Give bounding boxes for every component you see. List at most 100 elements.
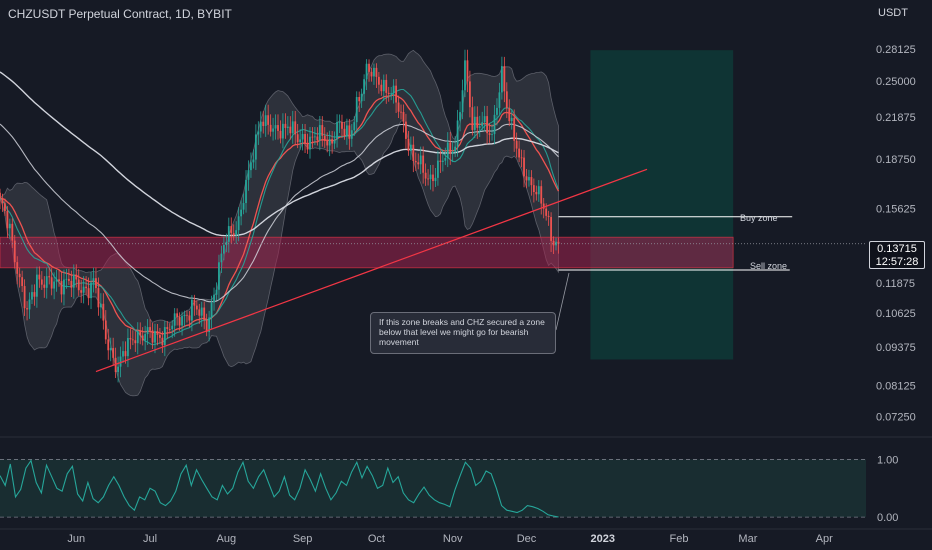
candle — [358, 91, 361, 112]
candle-body — [412, 144, 415, 162]
candle-body — [304, 134, 306, 144]
candle-body — [331, 139, 334, 144]
candle-body — [296, 134, 299, 143]
candle-body — [235, 230, 238, 236]
sell-zone-label: Sell zone — [750, 261, 788, 271]
candle-body — [176, 313, 179, 318]
candle-body — [178, 317, 181, 326]
candle — [432, 164, 434, 192]
candle-body — [131, 339, 134, 341]
candle — [318, 115, 321, 151]
candle-body — [154, 331, 156, 343]
candle — [72, 264, 75, 299]
annotation-note[interactable]: If this zone breaks and CHZ secured a zo… — [370, 312, 556, 354]
candle-body — [353, 122, 356, 131]
candle-body — [323, 135, 326, 141]
candle — [355, 91, 358, 133]
candle-body — [264, 115, 267, 126]
candle-body — [218, 262, 220, 290]
candle — [311, 127, 314, 148]
candle-body — [274, 125, 277, 129]
candle-body — [464, 60, 466, 91]
candle-body — [500, 66, 503, 93]
candle — [269, 114, 272, 137]
candle — [242, 193, 245, 215]
candle — [294, 110, 297, 145]
candle-body — [299, 139, 302, 143]
candle-body — [11, 223, 14, 241]
candle — [532, 178, 535, 203]
candle — [193, 294, 196, 316]
candle-body — [82, 286, 85, 293]
candle-body — [400, 111, 402, 113]
candle-body — [112, 348, 115, 358]
candle — [213, 287, 215, 311]
candle-body — [466, 60, 469, 82]
candle-body — [496, 107, 498, 115]
candle-body — [173, 313, 176, 326]
candle-body — [104, 320, 107, 340]
candle — [203, 301, 206, 330]
candle-body — [528, 177, 530, 181]
candle — [360, 88, 363, 108]
candle-body — [316, 136, 319, 141]
candle-body — [429, 174, 432, 180]
candle — [257, 121, 260, 145]
candle-body — [469, 81, 471, 108]
candle — [304, 124, 306, 154]
candle — [422, 146, 425, 184]
candle-body — [473, 116, 476, 130]
candle-body — [358, 97, 361, 102]
candle-body — [87, 288, 90, 299]
candle — [493, 105, 496, 145]
x-tick-label: 2023 — [591, 533, 615, 545]
candle-body — [267, 115, 270, 125]
candle — [80, 279, 83, 303]
candle — [427, 169, 429, 186]
candle — [373, 63, 375, 85]
candle-body — [471, 107, 474, 130]
candle — [345, 118, 348, 145]
candle-body — [109, 348, 112, 351]
candle — [95, 267, 97, 294]
candle-body — [555, 241, 557, 246]
candle-body — [183, 314, 186, 317]
candle — [36, 266, 38, 308]
candle-body — [21, 277, 24, 287]
candle — [282, 113, 284, 149]
candle-body — [419, 155, 422, 165]
candle-body — [45, 276, 48, 288]
candle-body — [250, 162, 252, 171]
oscillator-band — [0, 459, 866, 518]
x-tick-label: Jul — [143, 533, 157, 545]
candle — [370, 67, 373, 82]
candle-body — [483, 116, 486, 123]
candle-body — [247, 170, 250, 180]
candle — [178, 312, 181, 331]
basis-line — [0, 88, 560, 346]
candle — [6, 206, 9, 239]
candle — [127, 328, 129, 368]
candle — [198, 303, 201, 324]
candle — [75, 264, 78, 288]
candle — [286, 116, 289, 136]
candle — [291, 110, 294, 144]
candle — [1, 193, 4, 212]
time-axis: Jun Jul Aug Sep Oct Nov Dec 2023 Feb Mar Apr — [67, 533, 833, 545]
candle-body — [272, 128, 274, 132]
candle — [491, 124, 493, 141]
candle-body — [225, 241, 228, 246]
candle — [336, 114, 338, 148]
candle — [183, 310, 186, 327]
candle — [483, 105, 486, 132]
candle — [414, 152, 417, 171]
candle-body — [0, 192, 1, 199]
candle-body — [186, 314, 188, 316]
candle — [122, 341, 124, 363]
candle-body — [58, 279, 60, 282]
candle — [451, 141, 454, 163]
candle-body — [190, 299, 193, 321]
candle-body — [63, 279, 65, 295]
candle — [515, 132, 518, 158]
